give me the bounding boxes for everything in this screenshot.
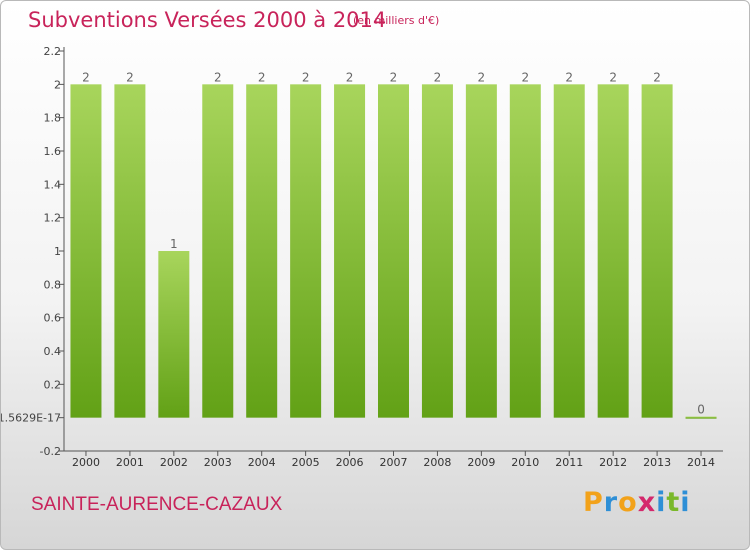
x-tick-label-2004: 2004	[248, 456, 276, 469]
y-tick-label: 0.8	[44, 278, 62, 291]
data-label-2003: 2	[214, 70, 222, 84]
data-label-2006: 2	[346, 70, 354, 84]
bar-2014	[685, 416, 717, 419]
chart-labels: 2 2 1 2 2 2 2 2 2 2 2 2 2 2 0	[82, 70, 705, 416]
y-tick-label: 2.2	[44, 45, 62, 58]
logo-letter: P	[583, 487, 604, 518]
data-label-2014: 0	[697, 403, 705, 417]
y-tick-label: 0.4	[44, 345, 62, 358]
y-tick-label: -1.5629E-17	[1, 412, 61, 425]
bar-2013	[641, 84, 673, 418]
chart-bars	[70, 84, 717, 419]
bar-2011	[553, 84, 585, 418]
bar-2002	[158, 251, 190, 418]
y-tick-label: 1.4	[44, 178, 62, 191]
bar-2012	[597, 84, 629, 418]
chart-title: Subventions Versées 2000 à 2014	[28, 8, 387, 32]
x-tick-label-2005: 2005	[292, 456, 320, 469]
data-label-2002: 1	[170, 237, 178, 251]
proxiti-logo: Proxiti	[583, 487, 691, 518]
commune-name: SAINTE-AURENCE-CAZAUX	[31, 494, 283, 515]
bar-2007	[378, 84, 409, 418]
bar-2008	[421, 84, 453, 418]
bar-2003	[202, 84, 234, 418]
x-tick-label-2000: 2000	[72, 456, 100, 469]
y-tick-label: 1	[54, 245, 61, 258]
x-tick-label-2011: 2011	[555, 456, 583, 469]
logo-letter: i	[680, 487, 691, 518]
bar-2009	[465, 84, 497, 418]
data-label-2012: 2	[609, 70, 617, 84]
data-label-2009: 2	[478, 70, 486, 84]
x-tick-label-2008: 2008	[423, 456, 451, 469]
bar-2010	[509, 84, 541, 418]
x-tick-label-2002: 2002	[160, 456, 188, 469]
logo-letter: o	[618, 487, 638, 518]
x-tick-label-2009: 2009	[467, 456, 495, 469]
data-label-2001: 2	[126, 70, 134, 84]
x-tick-label-2014: 2014	[687, 456, 715, 469]
data-label-2007: 2	[390, 70, 398, 84]
y-tick-label: 0.6	[44, 312, 62, 325]
data-label-2008: 2	[434, 70, 442, 84]
chart-axes: -0.2 -1.5629E-17 0.2 0.4 0.6 0.8 1 1.2 1.4 1.6 1.8…	[1, 45, 723, 469]
logo-letter: r	[603, 487, 619, 518]
bar-2000	[70, 84, 102, 418]
y-tick-label: 1.8	[44, 112, 62, 125]
data-label-2000: 2	[82, 70, 90, 84]
x-tick-label-2013: 2013	[643, 456, 671, 469]
data-label-2010: 2	[521, 70, 529, 84]
data-label-2013: 2	[653, 70, 661, 84]
y-tick-label: 0.2	[44, 378, 62, 391]
logo-letter: t	[666, 487, 681, 518]
bar-2005	[290, 84, 322, 418]
data-label-2011: 2	[565, 70, 573, 84]
x-tick-label-2006: 2006	[336, 456, 364, 469]
logo-letter: x	[637, 487, 657, 518]
bar-2004	[246, 84, 278, 418]
bar-2006	[334, 84, 366, 418]
x-tick-label-2001: 2001	[116, 456, 144, 469]
x-tick-label-2012: 2012	[599, 456, 627, 469]
logo-letter: i	[656, 487, 667, 518]
x-tick-label-2003: 2003	[204, 456, 232, 469]
chart-subtitle: (en milliers d'€)	[353, 14, 440, 27]
x-tick-label-2010: 2010	[511, 456, 539, 469]
x-tick-label-2007: 2007	[380, 456, 408, 469]
y-tick-label: 1.2	[44, 212, 62, 225]
y-tick-label: 2	[54, 78, 61, 91]
bar-2001	[114, 84, 146, 418]
data-label-2004: 2	[258, 70, 266, 84]
data-label-2005: 2	[302, 70, 310, 84]
y-tick-label: 1.6	[44, 145, 62, 158]
y-tick-label: -0.2	[40, 445, 61, 458]
